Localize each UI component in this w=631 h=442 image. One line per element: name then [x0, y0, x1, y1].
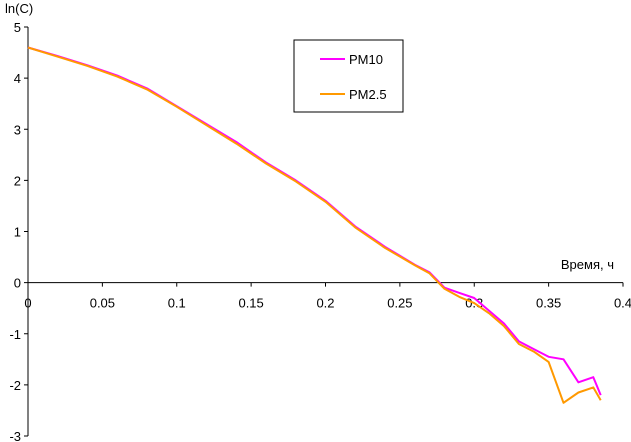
x-tick-label: 0.05 [90, 296, 115, 311]
y-tick-label: -1 [9, 327, 21, 342]
legend-box [293, 39, 404, 113]
y-tick-label: 0 [14, 276, 21, 291]
legend: PM10 PM2.5 [293, 39, 404, 113]
y-axis-title: ln(C) [5, 1, 33, 16]
legend-label-pm2-5: PM2.5 [349, 87, 387, 102]
x-tick-label: 0.2 [316, 296, 334, 311]
y-tick-label: 2 [14, 173, 21, 188]
x-tick-label: 0.25 [387, 296, 412, 311]
series-line-pm2-5 [27, 46, 602, 404]
x-tick-label: 0.1 [168, 296, 186, 311]
x-axis-title: Время, ч [561, 257, 614, 272]
y-tick-label: 5 [14, 20, 21, 35]
y-tick-label: 1 [14, 225, 21, 240]
x-tick-label: 0.35 [536, 296, 561, 311]
x-tick-label: 0 [24, 296, 31, 311]
y-ticks-group: -3 -2 -1 0 1 2 3 4 5 [9, 20, 28, 442]
x-tick-label: 0.4 [614, 296, 631, 311]
y-tick-label: 3 [14, 122, 21, 137]
x-ticks-group: 0 0.05 0.1 0.15 0.2 0.25 0.3 0.35 0.4 [24, 282, 631, 311]
y-tick-label: -2 [9, 378, 21, 393]
y-tick-label: -3 [9, 429, 21, 442]
legend-label-pm10: PM10 [349, 52, 383, 67]
x-tick-label: 0.15 [238, 296, 263, 311]
y-tick-label: 4 [14, 71, 21, 86]
series-group [27, 46, 602, 404]
